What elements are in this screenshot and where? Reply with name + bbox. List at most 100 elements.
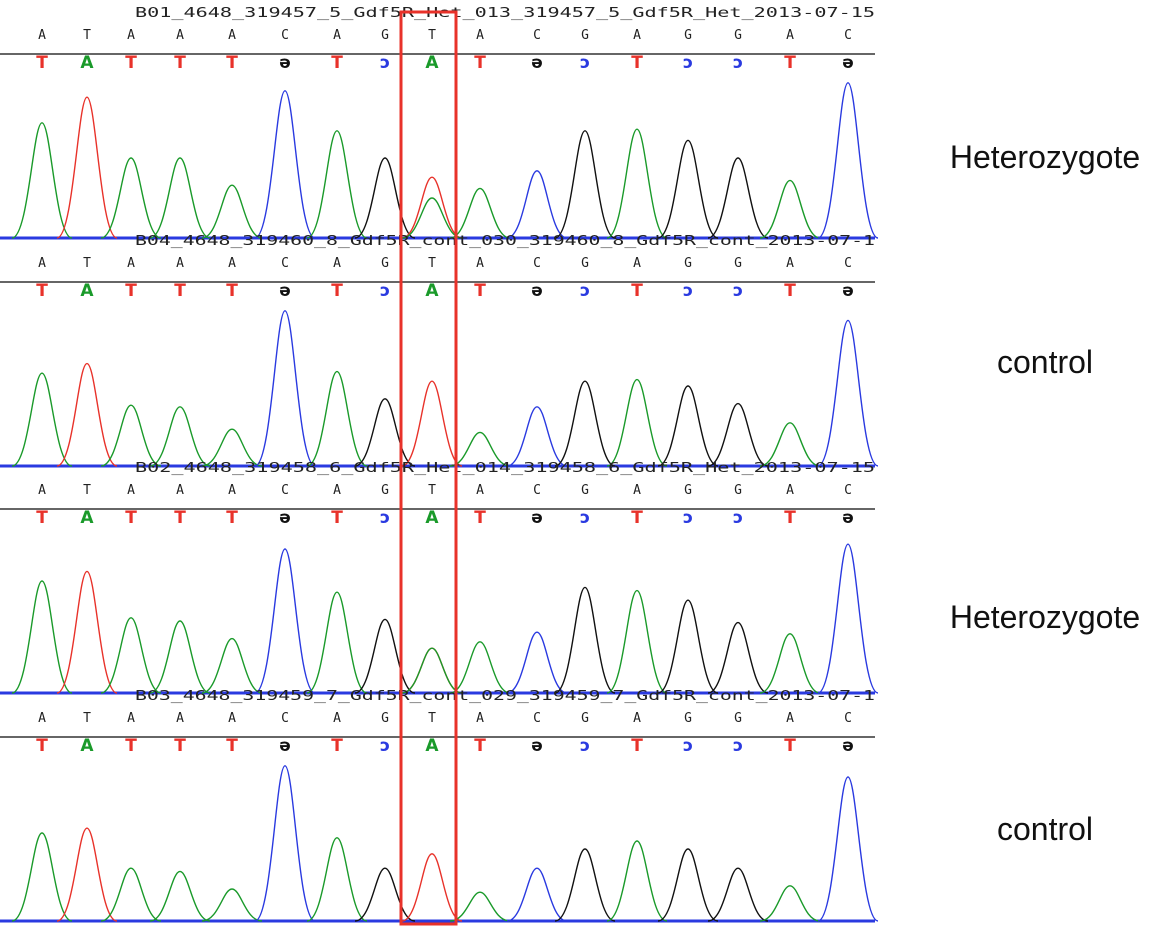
complement-base: T xyxy=(125,508,137,528)
peak xyxy=(450,642,510,693)
complement-base: T xyxy=(474,281,486,301)
base-call: G xyxy=(581,256,589,271)
peak xyxy=(607,841,667,921)
peak xyxy=(12,833,72,921)
peak xyxy=(255,549,315,693)
genotype-label: control xyxy=(997,811,1093,847)
complement-base: T xyxy=(631,508,643,528)
base-call: A xyxy=(633,256,641,271)
complement-base: A xyxy=(425,736,439,756)
complement-base: T xyxy=(226,736,238,756)
peak xyxy=(555,587,615,693)
complement-base: T xyxy=(631,281,643,301)
base-call: G xyxy=(684,256,692,271)
track-title: B04_4648_319460_8_Gdf5R_cont_030_319460_… xyxy=(135,234,875,249)
base-call: A xyxy=(228,483,236,498)
base-call: T xyxy=(428,28,436,43)
base-call: T xyxy=(83,28,91,43)
complement-base: ə xyxy=(531,736,543,756)
peak xyxy=(818,777,878,921)
peak xyxy=(507,868,567,921)
complement-base: T xyxy=(631,53,643,73)
peak xyxy=(708,404,768,466)
peak xyxy=(150,871,210,921)
peak xyxy=(150,407,210,466)
genotype-label: Heterozygote xyxy=(950,139,1140,175)
complement-base: T xyxy=(631,736,643,756)
peak xyxy=(12,123,72,238)
peak xyxy=(708,623,768,693)
base-call: G xyxy=(381,28,389,43)
complement-base: T xyxy=(125,736,137,756)
base-call: C xyxy=(844,711,852,726)
base-call: C xyxy=(281,256,289,271)
base-call: G xyxy=(381,483,389,498)
complement-base: ɔ xyxy=(580,53,590,73)
peak xyxy=(202,639,262,693)
peak xyxy=(402,381,462,466)
base-call: A xyxy=(476,28,484,43)
complement-base: ə xyxy=(279,736,291,756)
base-call: A xyxy=(333,28,341,43)
peak xyxy=(255,311,315,466)
base-call: G xyxy=(684,28,692,43)
base-call: C xyxy=(844,483,852,498)
complement-base: T xyxy=(226,508,238,528)
base-call: A xyxy=(333,711,341,726)
complement-base: T xyxy=(36,736,48,756)
track: B01_4648_319457_5_Gdf5R_Het_013_319457_5… xyxy=(0,6,878,238)
peak xyxy=(307,131,367,238)
complement-base: T xyxy=(331,281,343,301)
peak xyxy=(607,380,667,466)
base-call: T xyxy=(428,256,436,271)
peak xyxy=(507,171,567,238)
complement-base: T xyxy=(36,281,48,301)
complement-base: A xyxy=(80,281,94,301)
complement-base: T xyxy=(125,281,137,301)
peak xyxy=(450,188,510,238)
base-call: A xyxy=(476,483,484,498)
complement-base: T xyxy=(174,508,186,528)
peak xyxy=(402,648,462,693)
base-call: A xyxy=(476,256,484,271)
peak xyxy=(57,828,117,921)
complement-base: T xyxy=(331,53,343,73)
base-call: T xyxy=(83,256,91,271)
peak xyxy=(607,591,667,693)
complement-base: ɔ xyxy=(380,508,390,528)
complement-base: ɔ xyxy=(733,281,743,301)
complement-base: T xyxy=(174,736,186,756)
peak xyxy=(307,372,367,466)
base-call: A xyxy=(38,711,46,726)
track-title: B01_4648_319457_5_Gdf5R_Het_013_319457_5… xyxy=(135,6,875,21)
peak xyxy=(760,634,820,693)
base-call: C xyxy=(533,711,541,726)
complement-base: ɔ xyxy=(733,53,743,73)
base-call: A xyxy=(786,483,794,498)
peak xyxy=(255,91,315,238)
base-call: A xyxy=(176,711,184,726)
complement-base: ə xyxy=(279,508,291,528)
complement-base: ə xyxy=(279,281,291,301)
base-call: A xyxy=(127,483,135,498)
peak xyxy=(818,544,878,693)
peak xyxy=(760,886,820,921)
base-call: A xyxy=(633,711,641,726)
peak xyxy=(355,399,415,466)
complement-base: T xyxy=(331,508,343,528)
base-call: A xyxy=(633,28,641,43)
peak xyxy=(658,849,718,921)
base-call: G xyxy=(734,28,742,43)
complement-base: T xyxy=(125,53,137,73)
complement-base: A xyxy=(80,53,94,73)
complement-base: T xyxy=(226,53,238,73)
base-call: A xyxy=(786,711,794,726)
base-call: A xyxy=(476,711,484,726)
complement-base: T xyxy=(474,736,486,756)
complement-base: ɔ xyxy=(380,281,390,301)
base-call: C xyxy=(533,28,541,43)
complement-base: A xyxy=(80,508,94,528)
base-call: A xyxy=(127,711,135,726)
base-call: A xyxy=(176,256,184,271)
peak xyxy=(355,868,415,921)
